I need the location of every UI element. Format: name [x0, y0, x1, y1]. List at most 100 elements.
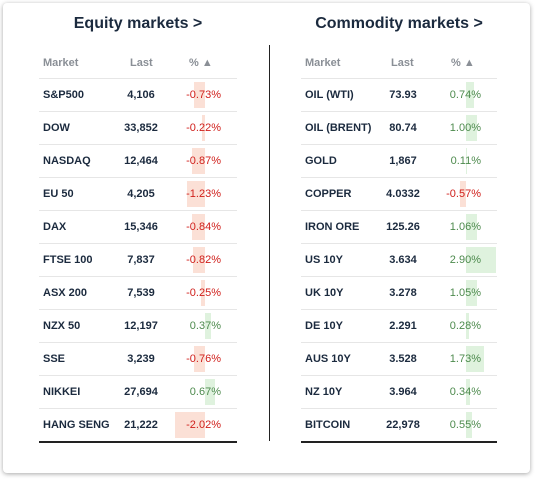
last-value: 33,852	[124, 122, 158, 134]
market-name: HANG SENG	[43, 419, 110, 431]
commodity-header-last[interactable]: Last	[391, 57, 414, 69]
table-row[interactable]: DE 10Y 2.291 0.28%	[301, 309, 497, 342]
percent-change: -0.57%	[446, 188, 481, 200]
equity-header-last[interactable]: Last	[130, 57, 153, 69]
market-name: UK 10Y	[305, 287, 344, 299]
percent-change: 0.34%	[449, 386, 481, 398]
change-bar	[194, 82, 205, 108]
percent-change: 1.06%	[449, 221, 481, 233]
table-row[interactable]: US 10Y 3.634 2.90%	[301, 243, 497, 276]
percent-change: 1.73%	[449, 353, 481, 365]
last-value: 7,837	[127, 254, 155, 266]
equity-table-body: S&P500 4,106 -0.73% DOW 33,852 -0.22% NASDAQ 12…	[39, 78, 237, 443]
commodity-markets-title-link[interactable]: Commodity markets >	[315, 15, 483, 32]
change-bar	[193, 346, 205, 372]
percent-change: -2.02%	[186, 419, 221, 431]
last-value: 3.278	[389, 287, 417, 299]
change-bar	[466, 379, 470, 405]
change-bar	[466, 346, 485, 372]
table-row[interactable]: HANG SENG 21,222 -2.02%	[39, 408, 237, 443]
market-name: DOW	[43, 122, 70, 134]
percent-change: 0.55%	[449, 419, 481, 431]
table-row[interactable]: AUS 10Y 3.528 1.73%	[301, 342, 497, 375]
commodity-header-market[interactable]: Market	[305, 57, 341, 69]
table-row[interactable]: OIL (WTI) 73.93 0.74%	[301, 78, 497, 111]
market-name: OIL (WTI)	[305, 89, 354, 101]
last-value: 4,205	[127, 188, 155, 200]
market-name: COPPER	[305, 188, 352, 200]
last-value: 1,867	[389, 155, 417, 167]
market-name: FTSE 100	[43, 254, 93, 266]
table-row[interactable]: EU 50 4,205 -1.23%	[39, 177, 237, 210]
table-row[interactable]: S&P500 4,106 -0.73%	[39, 78, 237, 111]
market-name: US 10Y	[305, 254, 343, 266]
change-bar	[460, 181, 466, 207]
table-row[interactable]: NZ 10Y 3.964 0.34%	[301, 375, 497, 408]
table-row[interactable]: GOLD 1,867 0.11%	[301, 144, 497, 177]
percent-change: 2.90%	[449, 254, 481, 266]
equity-markets-title-link[interactable]: Equity markets >	[73, 15, 203, 32]
commodity-header-pct-sort[interactable]: % ▲	[451, 57, 475, 69]
table-row[interactable]: UK 10Y 3.278 1.05%	[301, 276, 497, 309]
change-bar	[466, 412, 472, 438]
last-value: 3.634	[389, 254, 417, 266]
percent-change: 0.28%	[449, 320, 481, 332]
market-name: AUS 10Y	[305, 353, 351, 365]
markets-card: Equity markets > Market Last % ▲ S&P500 4…	[3, 3, 530, 473]
change-bar	[186, 181, 205, 207]
percent-change: -0.84%	[186, 221, 221, 233]
percent-change: -0.76%	[186, 353, 221, 365]
last-value: 7,539	[127, 287, 155, 299]
market-name: SSE	[43, 353, 66, 365]
table-row[interactable]: BITCOIN 22,978 0.55%	[301, 408, 497, 443]
percent-change: 0.11%	[450, 155, 481, 167]
percent-change: -1.23%	[186, 188, 221, 200]
change-bar	[192, 247, 205, 273]
table-row[interactable]: COPPER 4.0332 -0.57%	[301, 177, 497, 210]
last-value: 21,222	[124, 419, 158, 431]
percent-change: -0.82%	[186, 254, 221, 266]
percent-change: -0.22%	[186, 122, 221, 134]
table-row[interactable]: DOW 33,852 -0.22%	[39, 111, 237, 144]
equity-header-pct-sort[interactable]: % ▲	[189, 57, 213, 69]
table-row[interactable]: DAX 15,346 -0.84%	[39, 210, 237, 243]
table-row[interactable]: NZX 50 12,197 0.37%	[39, 309, 237, 342]
percent-change: 0.67%	[189, 386, 221, 398]
change-bar	[205, 313, 211, 339]
table-row[interactable]: ASX 200 7,539 -0.25%	[39, 276, 237, 309]
table-row[interactable]: OIL (BRENT) 80.74 1.00%	[301, 111, 497, 144]
table-row[interactable]: IRON ORE 125.26 1.06%	[301, 210, 497, 243]
change-bar	[192, 214, 205, 240]
change-bar	[205, 379, 216, 405]
market-name: OIL (BRENT)	[305, 122, 372, 134]
table-row[interactable]: NASDAQ 12,464 -0.87%	[39, 144, 237, 177]
change-bar	[466, 214, 478, 240]
last-value: 12,464	[124, 155, 158, 167]
table-row[interactable]: NIKKEI 27,694 0.67%	[39, 375, 237, 408]
last-value: 15,346	[124, 221, 158, 233]
percent-change: -0.87%	[186, 155, 221, 167]
table-row[interactable]: SSE 3,239 -0.76%	[39, 342, 237, 375]
last-value: 73.93	[389, 89, 417, 101]
equity-header-market[interactable]: Market	[43, 57, 79, 69]
market-name: S&P500	[43, 89, 84, 101]
market-name: NZX 50	[43, 320, 81, 332]
market-name: BITCOIN	[305, 419, 351, 431]
market-name: EU 50	[43, 188, 74, 200]
last-value: 2.291	[389, 320, 417, 332]
commodity-table-body: OIL (WTI) 73.93 0.74% OIL (BRENT) 80.74 1.00%…	[301, 78, 497, 443]
table-row[interactable]: FTSE 100 7,837 -0.82%	[39, 243, 237, 276]
market-name: DE 10Y	[305, 320, 343, 332]
market-name: NIKKEI	[43, 386, 81, 398]
change-bar	[191, 148, 205, 174]
market-name: NZ 10Y	[305, 386, 343, 398]
percent-change: -0.25%	[186, 287, 221, 299]
last-value: 3.964	[389, 386, 417, 398]
percent-change: 0.74%	[449, 89, 481, 101]
change-bar	[466, 280, 478, 306]
commodity-table-header: Market Last % ▲	[301, 55, 497, 75]
market-name: NASDAQ	[43, 155, 91, 167]
percent-change: -0.73%	[186, 89, 221, 101]
change-bar	[466, 115, 477, 141]
last-value: 4,106	[127, 89, 155, 101]
